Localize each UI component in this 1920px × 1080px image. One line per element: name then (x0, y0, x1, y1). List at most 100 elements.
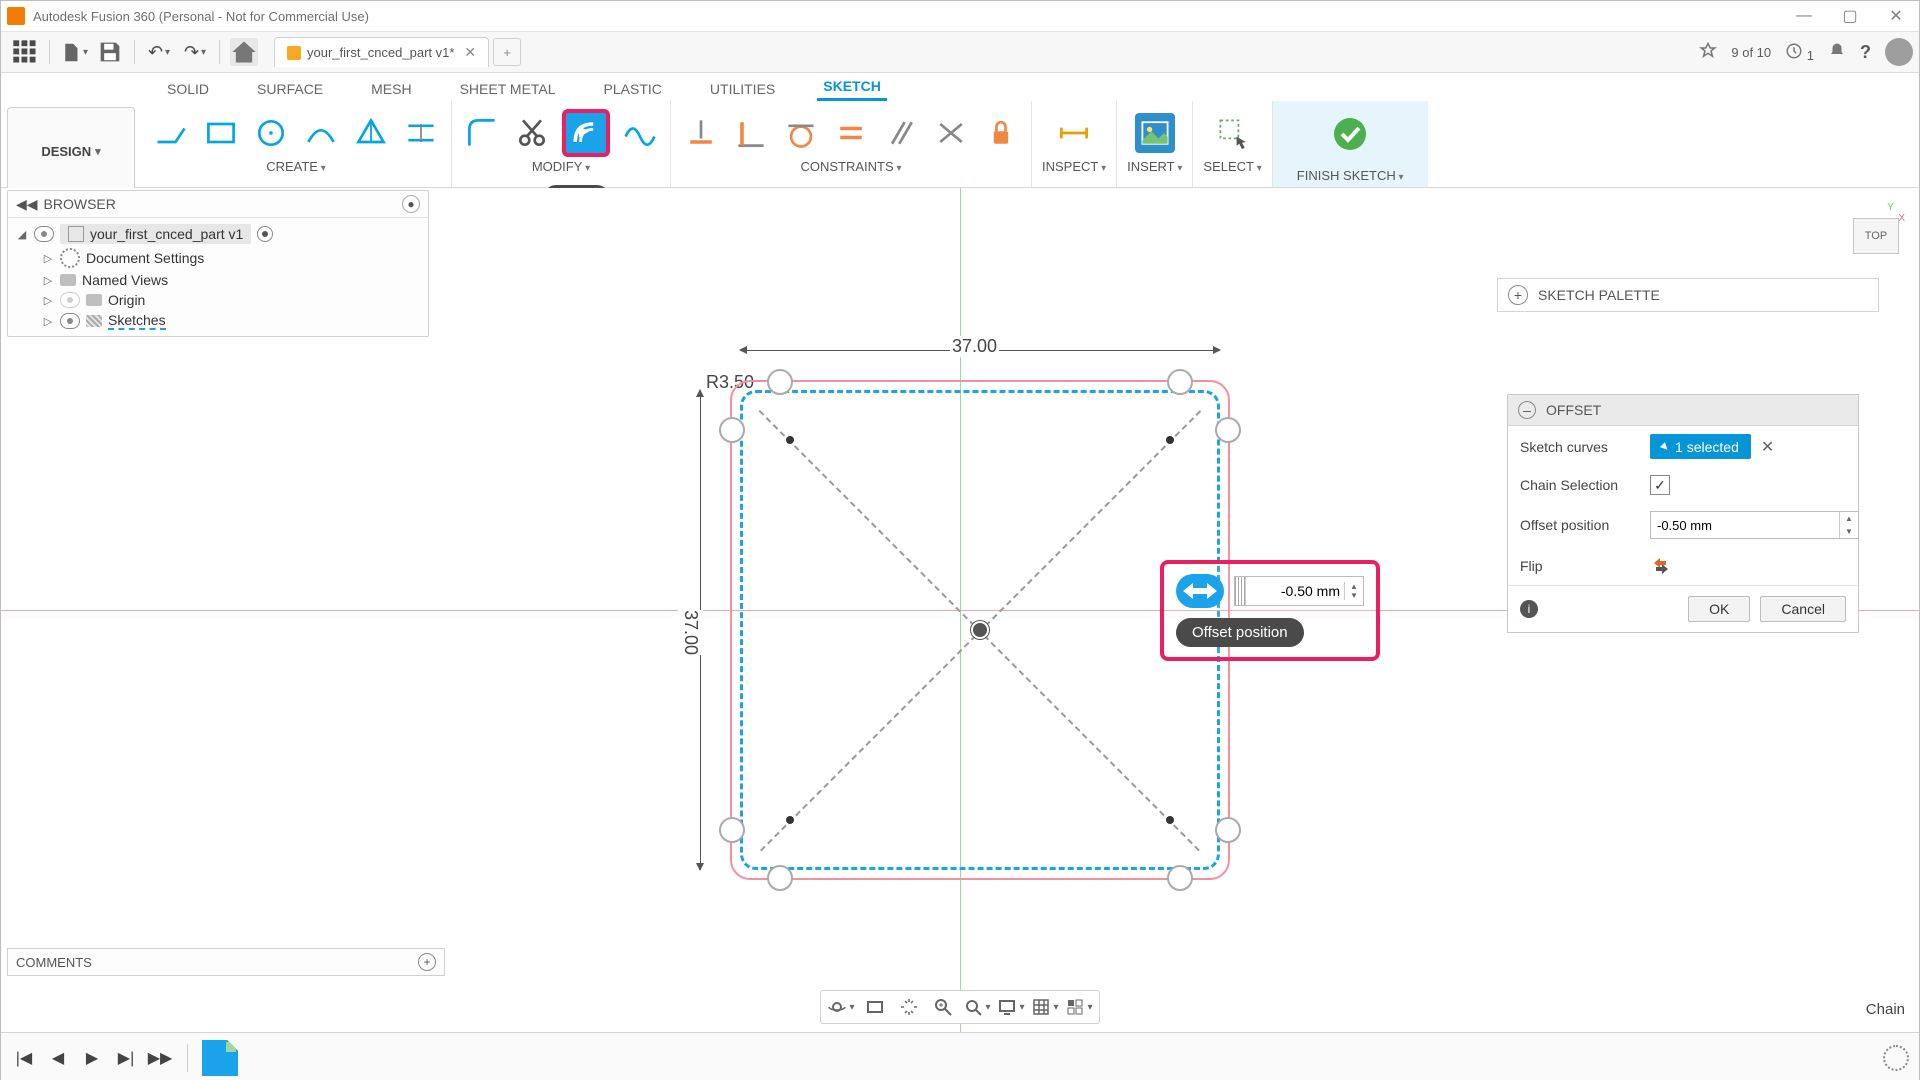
window-minimize[interactable]: — (1781, 1, 1827, 31)
spinner-down-icon[interactable]: ▼ (1840, 525, 1858, 538)
document-title: your_first_cnced_part v1* (307, 45, 454, 60)
new-file-icon[interactable] (60, 38, 88, 66)
insert-image-icon[interactable] (1135, 113, 1175, 153)
browser-root[interactable]: ◢ your_first_cnced_part v1 (8, 222, 428, 246)
activate-component-icon[interactable] (257, 226, 273, 242)
spline-tool-icon[interactable] (620, 113, 660, 153)
visibility-toggle-icon[interactable] (34, 226, 54, 242)
extensions-icon[interactable] (1699, 42, 1717, 63)
zoom-icon[interactable] (927, 993, 959, 1021)
timeline-end-icon[interactable]: ▶▶ (147, 1045, 173, 1071)
expand-icon[interactable]: + (1508, 285, 1528, 305)
parallel-constraint-icon[interactable] (881, 113, 921, 153)
ok-button[interactable]: OK (1688, 596, 1750, 622)
perpendicular-constraint-icon[interactable] (931, 113, 971, 153)
window-maximize[interactable]: ▢ (1827, 1, 1873, 31)
tab-surface[interactable]: SURFACE (251, 77, 329, 101)
spinner-up-icon[interactable]: ▲ (1840, 512, 1858, 525)
tab-sheet-metal[interactable]: SHEET METAL (454, 77, 562, 101)
line-tool-icon[interactable] (151, 113, 191, 153)
select-tool-icon[interactable] (1213, 113, 1253, 153)
browser-item-document-settings[interactable]: ▷ Document Settings (8, 246, 428, 270)
rectangle-tool-icon[interactable] (201, 113, 241, 153)
visibility-off-icon[interactable] (60, 292, 80, 308)
flip-button-icon[interactable] (1650, 555, 1672, 577)
slot-tool-icon[interactable] (401, 113, 441, 153)
tab-utilities[interactable]: UTILITIES (704, 77, 781, 101)
apps-grid-icon[interactable] (11, 38, 39, 66)
polygon-tool-icon[interactable] (351, 113, 391, 153)
grid-settings-icon[interactable] (1029, 993, 1061, 1021)
browser-collapse-icon[interactable]: ● (402, 195, 420, 213)
tab-close-icon[interactable]: ✕ (464, 44, 476, 61)
timeline-prev-icon[interactable]: ◀ (45, 1045, 71, 1071)
measure-tool-icon[interactable] (1054, 113, 1094, 153)
help-icon[interactable]: ? (1860, 42, 1871, 63)
dim-width[interactable]: 37.00 (950, 336, 999, 357)
look-at-icon[interactable] (859, 993, 891, 1021)
window-close[interactable]: ✕ (1873, 1, 1919, 31)
offset-direction-icon[interactable] (1176, 574, 1224, 608)
sketch-center-point[interactable] (971, 621, 989, 639)
spinner-up-icon[interactable]: ▲ (1345, 582, 1363, 591)
timeline-next-icon[interactable]: ▶| (113, 1045, 139, 1071)
workspace-switcher[interactable]: DESIGN (7, 107, 135, 195)
fix-constraint-icon[interactable] (981, 113, 1021, 153)
timeline-play-icon[interactable]: ▶ (79, 1045, 105, 1071)
timeline-settings-icon[interactable] (1883, 1045, 1909, 1071)
add-comment-icon[interactable]: + (418, 953, 436, 971)
sketch-curves-label: Sketch curves (1520, 439, 1650, 455)
window-title: Autodesk Fusion 360 (Personal - Not for … (33, 9, 369, 24)
viewport-layout-icon[interactable] (1063, 993, 1095, 1021)
equal-constraint-icon[interactable] (831, 113, 871, 153)
arc-tool-icon[interactable] (301, 113, 341, 153)
clear-selection-icon[interactable]: ✕ (1761, 437, 1774, 457)
selection-badge[interactable]: 1 selected (1650, 434, 1751, 459)
chain-selection-checkbox[interactable]: ✓ (1650, 475, 1670, 495)
inline-offset-input[interactable]: ▲▼ (1234, 576, 1364, 606)
zoom-window-icon[interactable] (961, 993, 993, 1021)
info-icon[interactable]: i (1520, 600, 1538, 618)
tab-sketch[interactable]: SKETCH (817, 74, 887, 101)
redo-icon[interactable]: ↷ (181, 38, 209, 66)
job-status-icon[interactable]: 1 (1785, 42, 1814, 63)
document-tab[interactable]: your_first_cnced_part v1* ✕ (274, 37, 489, 67)
save-icon[interactable] (96, 38, 124, 66)
undo-icon[interactable]: ↶ (145, 38, 173, 66)
view-cube[interactable]: TOP (1853, 218, 1899, 254)
circle-tool-icon[interactable] (251, 113, 291, 153)
notifications-icon[interactable] (1828, 42, 1846, 63)
status-counter[interactable]: 9 of 10 (1731, 45, 1771, 60)
offset-tool-icon[interactable] (562, 109, 610, 157)
spinner-down-icon[interactable]: ▼ (1345, 591, 1363, 600)
vertical-constraint-icon[interactable] (731, 113, 771, 153)
user-avatar[interactable] (1885, 38, 1913, 66)
new-tab-button[interactable]: + (493, 38, 521, 66)
pan-icon[interactable] (893, 993, 925, 1021)
inline-offset-editor: ▲▼ Offset position (1160, 560, 1380, 661)
home-icon[interactable] (230, 38, 258, 66)
tab-solid[interactable]: SOLID (161, 77, 215, 101)
browser-item-named-views[interactable]: ▷ Named Views (8, 270, 428, 290)
fillet-tool-icon[interactable] (462, 113, 502, 153)
visibility-toggle-icon[interactable] (60, 313, 80, 329)
collapse-icon[interactable]: – (1518, 401, 1536, 419)
display-settings-icon[interactable] (995, 993, 1027, 1021)
timeline-feature-sketch[interactable] (202, 1040, 238, 1076)
sketch-palette-header[interactable]: + SKETCH PALETTE (1497, 278, 1879, 312)
tab-mesh[interactable]: MESH (365, 77, 417, 101)
offset-position-input[interactable]: ▲▼ (1650, 511, 1859, 539)
finish-sketch-button[interactable]: FINISH SKETCH (1273, 101, 1428, 187)
trim-tool-icon[interactable] (512, 113, 552, 153)
browser-item-origin[interactable]: ▷ Origin (8, 290, 428, 310)
timeline-start-icon[interactable]: |◀ (11, 1045, 37, 1071)
canvas-viewport[interactable]: Y X Z TOP ◀◀ BROWSER ● ◢ (1, 188, 1919, 1032)
horizontal-constraint-icon[interactable] (681, 113, 721, 153)
dim-height[interactable]: 37.00 (678, 610, 703, 655)
tangent-constraint-icon[interactable] (781, 113, 821, 153)
orbit-icon[interactable] (825, 993, 857, 1021)
comments-panel[interactable]: COMMENTS + (7, 948, 445, 976)
tab-plastic[interactable]: PLASTIC (598, 77, 668, 101)
browser-item-sketches[interactable]: ▷ Sketches (8, 310, 428, 332)
cancel-button[interactable]: Cancel (1760, 596, 1846, 622)
